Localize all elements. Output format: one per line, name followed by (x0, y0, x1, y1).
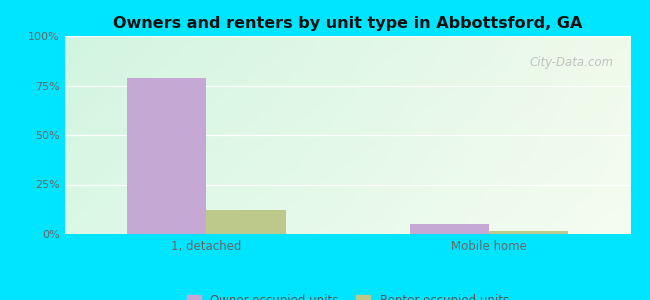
Title: Owners and renters by unit type in Abbottsford, GA: Owners and renters by unit type in Abbot… (113, 16, 582, 31)
Text: City-Data.com: City-Data.com (529, 56, 614, 69)
Bar (410, 224, 489, 234)
Legend: Owner occupied units, Renter occupied units: Owner occupied units, Renter occupied un… (182, 289, 514, 300)
Bar (489, 231, 568, 234)
Bar (207, 210, 285, 234)
Bar (127, 78, 207, 234)
